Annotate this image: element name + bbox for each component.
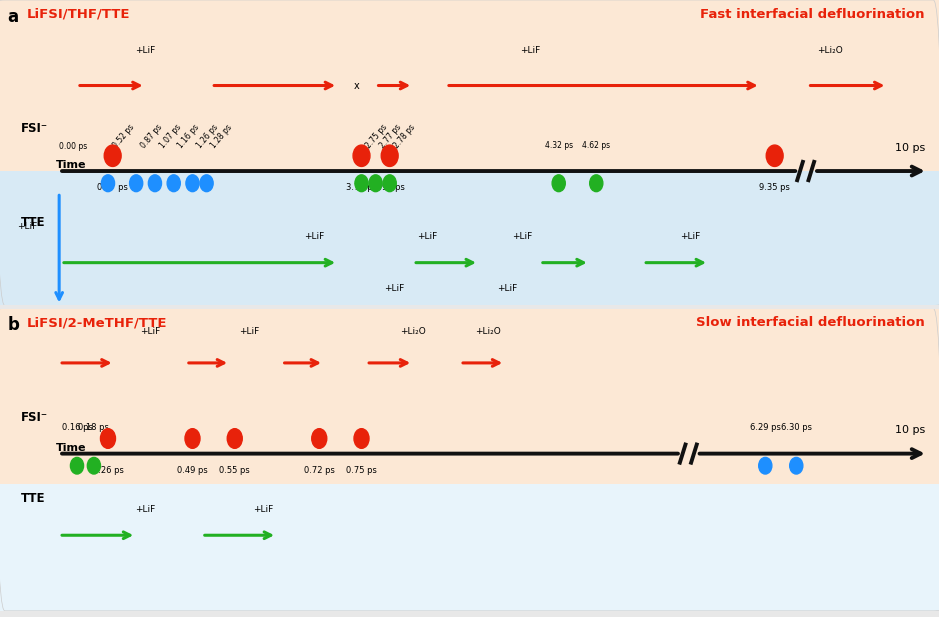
Text: 0.26 ps: 0.26 ps xyxy=(93,466,123,474)
Text: 10 ps: 10 ps xyxy=(895,143,925,153)
Text: 4.32 ps: 4.32 ps xyxy=(545,141,573,150)
Ellipse shape xyxy=(381,145,398,167)
Text: b: b xyxy=(8,316,20,334)
Text: 1.16 ps: 1.16 ps xyxy=(177,122,202,150)
Ellipse shape xyxy=(130,175,143,192)
Text: Slow interfacial defluorination: Slow interfacial defluorination xyxy=(696,316,925,329)
Text: LiFSI/2-MeTHF/TTE: LiFSI/2-MeTHF/TTE xyxy=(26,316,167,329)
Ellipse shape xyxy=(369,175,382,192)
Ellipse shape xyxy=(87,457,100,474)
Text: Time: Time xyxy=(56,442,86,453)
Text: TTE: TTE xyxy=(21,492,45,505)
Ellipse shape xyxy=(100,429,115,449)
Text: 2.77 ps: 2.77 ps xyxy=(378,122,404,150)
Text: +LiF: +LiF xyxy=(384,352,405,360)
Ellipse shape xyxy=(766,145,783,167)
Bar xyxy=(0,308,939,484)
Text: +LiF: +LiF xyxy=(239,327,259,336)
Bar xyxy=(0,0,939,171)
Text: +LiF: +LiF xyxy=(135,505,156,514)
Text: x: x xyxy=(354,80,360,91)
Text: TTE: TTE xyxy=(21,217,45,230)
Ellipse shape xyxy=(790,457,803,474)
Text: 0.87 ps: 0.87 ps xyxy=(139,122,164,150)
Bar xyxy=(0,171,939,305)
Ellipse shape xyxy=(186,175,199,192)
Text: 0.49 ps: 0.49 ps xyxy=(177,466,208,474)
Text: Fast interfacial defluorination: Fast interfacial defluorination xyxy=(700,7,925,20)
Ellipse shape xyxy=(552,175,565,192)
Text: +Li₂O: +Li₂O xyxy=(817,46,842,55)
Text: 3.71 ps: 3.71 ps xyxy=(346,183,377,193)
Text: 4.62 ps: 4.62 ps xyxy=(582,141,610,150)
Text: 10 ps: 10 ps xyxy=(895,426,925,436)
Text: 0.00 ps: 0.00 ps xyxy=(59,142,87,151)
Ellipse shape xyxy=(759,457,772,474)
Text: 0.47 ps: 0.47 ps xyxy=(98,183,128,193)
Text: 9.35 ps: 9.35 ps xyxy=(760,183,790,193)
Ellipse shape xyxy=(383,175,396,192)
Text: +: + xyxy=(214,341,227,355)
Text: 6.30 ps: 6.30 ps xyxy=(780,423,812,433)
Text: 1.07 ps: 1.07 ps xyxy=(158,122,183,150)
Text: +LiF: +LiF xyxy=(628,352,649,360)
Text: 0.75 ps: 0.75 ps xyxy=(346,466,377,474)
Text: +Li₂O: +Li₂O xyxy=(400,327,426,336)
Text: Time: Time xyxy=(56,160,86,170)
Text: +LiF: +LiF xyxy=(384,284,405,293)
Text: 3.90 ps: 3.90 ps xyxy=(375,183,405,193)
Ellipse shape xyxy=(590,175,603,192)
Text: +Li₂O: +Li₂O xyxy=(475,327,501,336)
Text: +LiF: +LiF xyxy=(497,284,517,293)
Text: +LiF: +LiF xyxy=(680,232,700,241)
Text: 0.55 ps: 0.55 ps xyxy=(220,466,250,474)
Text: a: a xyxy=(8,7,19,26)
Ellipse shape xyxy=(353,145,370,167)
Ellipse shape xyxy=(104,145,121,167)
Text: LiFSI/THF/TTE: LiFSI/THF/TTE xyxy=(26,7,130,20)
Text: 1.28 ps: 1.28 ps xyxy=(209,123,234,150)
Text: FSI⁻: FSI⁻ xyxy=(21,122,48,135)
Ellipse shape xyxy=(354,429,369,449)
Text: 2.75 ps: 2.75 ps xyxy=(364,122,390,150)
Text: +LiF: +LiF xyxy=(417,232,438,241)
Text: +LiF: +LiF xyxy=(520,46,541,55)
Text: +LiF: +LiF xyxy=(17,222,38,231)
Ellipse shape xyxy=(185,429,200,449)
Ellipse shape xyxy=(312,429,327,449)
Ellipse shape xyxy=(101,175,115,192)
Text: 0.72 ps: 0.72 ps xyxy=(304,466,334,474)
Text: 6.29 ps: 6.29 ps xyxy=(750,423,780,433)
Text: FSI⁻: FSI⁻ xyxy=(21,411,48,424)
Text: 0.18 ps: 0.18 ps xyxy=(79,423,109,433)
Text: 0.16 ps: 0.16 ps xyxy=(62,423,92,433)
Text: 2.78 ps: 2.78 ps xyxy=(393,122,418,150)
Ellipse shape xyxy=(355,175,368,192)
Ellipse shape xyxy=(167,175,180,192)
Text: +LiF: +LiF xyxy=(135,46,156,55)
Text: +LiF: +LiF xyxy=(140,327,161,336)
Text: 1.26 ps: 1.26 ps xyxy=(195,122,221,150)
Text: 0.52 ps: 0.52 ps xyxy=(111,122,136,150)
Ellipse shape xyxy=(70,457,84,474)
Ellipse shape xyxy=(227,429,242,449)
Ellipse shape xyxy=(148,175,162,192)
Text: +LiF: +LiF xyxy=(253,505,273,514)
Bar xyxy=(0,484,939,611)
Text: +LiF: +LiF xyxy=(304,232,325,241)
Ellipse shape xyxy=(200,175,213,192)
Text: +LiF: +LiF xyxy=(512,232,532,241)
